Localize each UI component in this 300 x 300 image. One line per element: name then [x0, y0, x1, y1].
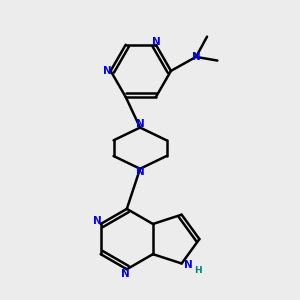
Text: N: N — [192, 52, 200, 62]
Text: N: N — [121, 269, 130, 279]
Text: H: H — [194, 266, 202, 274]
Text: N: N — [184, 260, 193, 270]
Text: N: N — [152, 37, 160, 47]
Text: N: N — [136, 119, 144, 129]
Text: N: N — [93, 216, 101, 226]
Text: N: N — [136, 167, 144, 178]
Text: N: N — [103, 66, 112, 76]
